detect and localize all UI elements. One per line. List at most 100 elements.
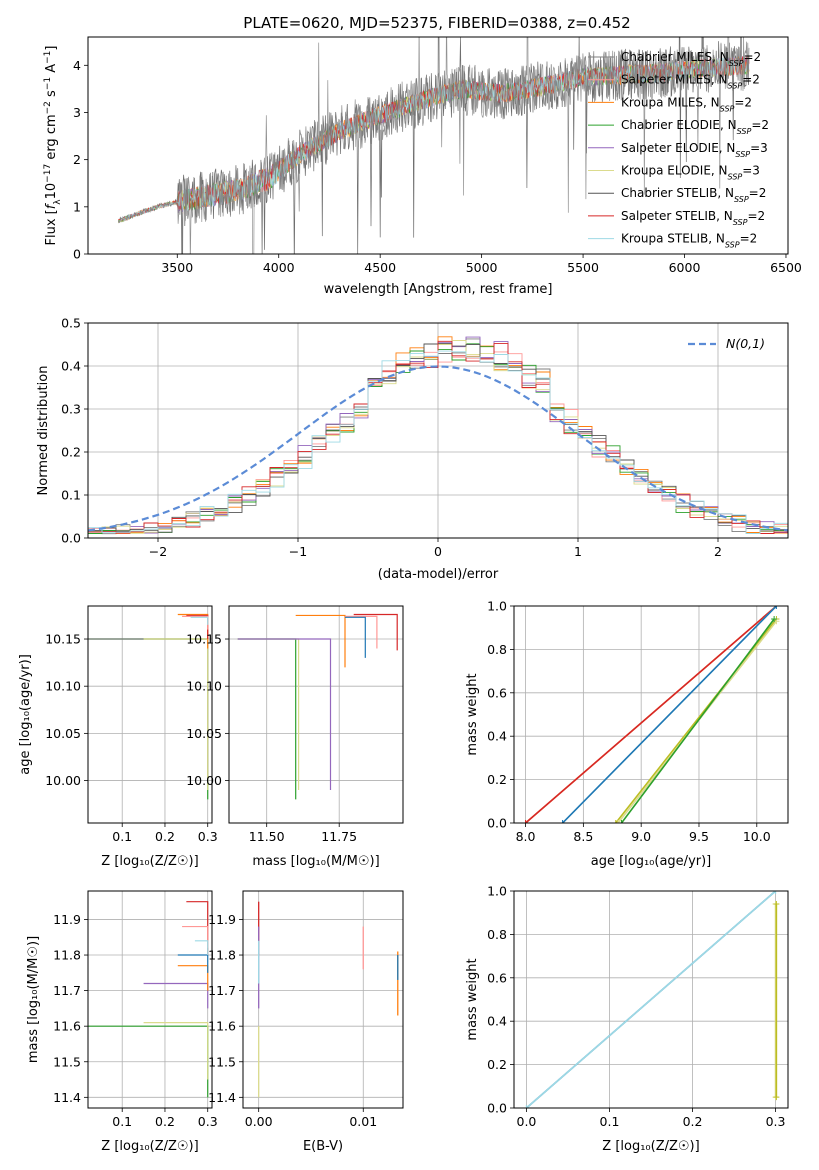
x-tick-label: 0.01 [349,1114,377,1129]
y-tick-label: 10.15 [186,632,222,647]
y-tick-label: 11.4 [53,1090,81,1105]
legend-label: Chabrier STELIB, NSSP=2 [621,186,766,204]
x-axis-label: Z [log₁₀(Z/Z☉)] [602,1139,699,1154]
cumulative-lines [523,891,780,1108]
y-tick-label: 0.0 [487,1101,507,1116]
x-axis-label: wavelength [Angstrom, rest frame] [324,282,553,297]
x-tick-label: 8.5 [573,829,593,844]
axes-frame [242,890,404,1109]
x-tick-label: 0.00 [245,1114,273,1129]
legend-label: N(0,1) [726,336,765,351]
legend-label: Salpeter ELODIE, NSSP=3 [621,141,768,159]
x-tick-label: 0.2 [683,1114,703,1129]
y-tick-label: 0.6 [487,685,507,700]
x-tick-label: 0.3 [766,1114,786,1129]
histogram-lines [88,336,788,535]
x-tick-label: 8.0 [516,829,536,844]
step-lines [88,901,209,1098]
normal-curve [88,365,788,532]
x-tick-label: 11.50 [249,829,285,844]
mass_vs_Z-panel: 0.1 0.2 0.3 11.4 11.5 11.6 11.7 11.8 11.9 Z [log₁… [26,890,218,1154]
x-tick-label: 0 [434,544,442,559]
x-axis-label: age [log₁₀(age/yr)] [591,854,712,869]
y-axis-label: age [log₁₀(age/yr)] [18,654,33,775]
y-tick-label: 0.0 [61,531,81,546]
step-line-5 [345,615,378,649]
y-tick-label: 0 [73,247,81,262]
marker-plus [773,901,780,908]
y-tick-label: 0.6 [487,970,507,985]
legend-label: Kroupa STELIB, NSSP=2 [621,232,757,250]
x-tick-label: 1 [574,544,582,559]
legend-label: Kroupa ELODIE, NSSP=3 [621,164,760,182]
marker-plus [612,820,619,823]
step-line-2 [143,982,209,1009]
x-tick-label: 6000 [669,260,701,275]
y-tick-label: 0.2 [487,772,507,787]
x-tick-label: 0.3 [198,1114,218,1129]
x-tick-label: 0.0 [517,1114,537,1129]
marker-plus [522,820,529,823]
y-tick-label: 11.8 [53,948,81,963]
y-tick-label: 11.7 [208,983,236,998]
x-tick-label: 9.5 [689,829,709,844]
y-tick-label: 10.00 [186,773,222,788]
residuals-panel: −2 −1 0 1 2 0.0 0.1 0.2 0.3 0.4 0.5 (data-model)/er… [36,316,789,582]
axes-frame [228,605,404,824]
x-tick-label: 2 [714,544,722,559]
y-tick-label: 11.5 [53,1054,81,1069]
x-tick-label: 5500 [567,260,599,275]
massweight_vs_Z-panel: 0.0 0.1 0.2 0.3 0.0 0.2 0.4 0.6 0.8 1.0 Z [log₁₀(Z… [465,884,789,1154]
legend-label: Chabrier ELODIE, NSSP=2 [621,118,769,136]
y-tick-label: 0.5 [61,316,81,331]
spectrum-legend: Chabrier MILES, NSSP=2 Salpeter MILES, NS… [588,50,769,249]
marker-plus [559,820,566,823]
x-tick-label: 9.0 [631,829,651,844]
step-line-3 [177,965,209,991]
charts-layer: 3500 4000 4500 5000 5500 6000 6500 0 1 2 3 4 wavelen… [18,36,802,1154]
step-lines [88,613,209,800]
axes-frame [87,890,213,1109]
step-line-2 [237,638,332,790]
x-tick-label: 5000 [466,260,498,275]
step-line-6 [190,616,209,625]
y-tick-label: 0.8 [487,927,507,942]
y-tick-label: 0.0 [487,816,507,831]
x-axis-label: mass [log₁₀(M/M☉)] [252,854,379,869]
y-tick-label: 11.8 [208,948,236,963]
y-tick-label: 11.6 [208,1019,236,1034]
x-tick-label: 0.2 [155,829,175,844]
y-tick-label: 10.05 [45,726,81,741]
y-tick-label: 11.5 [208,1054,236,1069]
axes-frame [87,36,789,255]
y-tick-label: 10.10 [45,679,81,694]
y-tick-label: 10.05 [186,726,222,741]
y-tick-label: 1 [73,199,81,214]
axes-frame [513,890,789,1109]
legend-label: Chabrier MILES, NSSP=2 [621,50,761,68]
marker-plus [773,1094,780,1101]
step-line-5 [182,615,209,630]
x-axis-label: (data-model)/error [378,567,499,582]
cumulative-line-1 [525,891,777,1108]
age_vs_Z-panel: 0.1 0.2 0.3 10.00 10.05 10.10 10.15 Z [log₁₀(Z/… [18,605,218,869]
step-line-1 [143,1022,209,1080]
y-tick-label: 1.0 [487,599,507,614]
x-tick-label: 0.1 [112,829,132,844]
y-tick-label: 0.4 [487,1014,507,1029]
legend-label: Salpeter STELIB, NSSP=2 [621,209,765,227]
x-tick-label: −2 [149,544,167,559]
cumulative-line-1 [525,606,777,823]
axes-frame [513,605,789,824]
y-tick-label: 10.10 [186,679,222,694]
spectrum-line-8 [118,37,750,254]
y-axis-label: mass [log₁₀(M/M☉)] [26,936,41,1063]
x-tick-label: 6500 [770,260,802,275]
step-line-4 [353,613,398,651]
y-tick-label: 11.6 [53,1019,81,1034]
step-line-4 [186,614,209,640]
y-tick-label: 0.2 [487,1057,507,1072]
y-tick-label: 0.8 [487,642,507,657]
marker-plus [771,616,778,623]
x-tick-label: 10.0 [743,829,771,844]
